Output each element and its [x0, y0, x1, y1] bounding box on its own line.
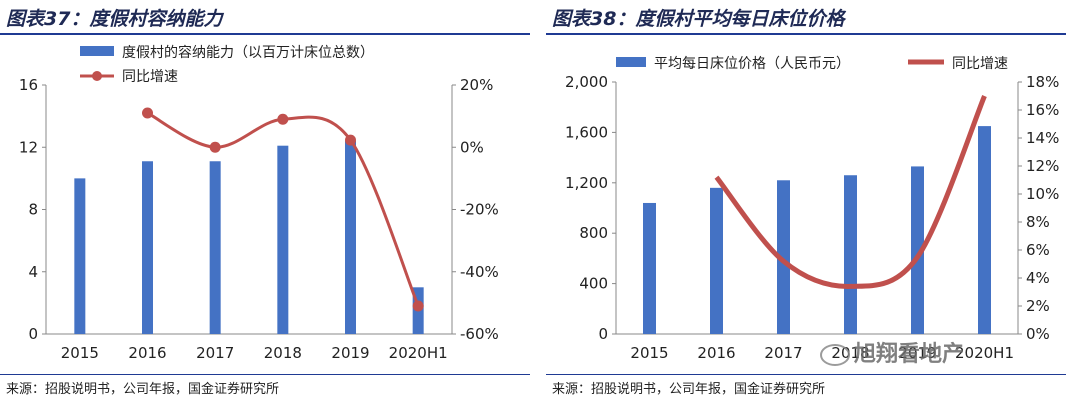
y-tick-label-right: 20%: [460, 76, 493, 94]
growth-point: [277, 113, 289, 125]
y-tick-label-right: 8%: [1026, 213, 1050, 231]
x-tick-label: 2020H1: [955, 344, 1014, 362]
source-divider: [0, 374, 530, 375]
bar: [74, 178, 86, 334]
chart-panel-left: 图表37：度假村容纳能力 0 4 8 12 16 -60% -40% -20% 0% 20% 201…: [0, 8, 530, 397]
y-tick-label-left: 8: [28, 201, 38, 219]
legend-swatch-bar: [616, 57, 646, 67]
bar: [978, 126, 991, 334]
growth-point: [142, 107, 153, 119]
bar: [142, 161, 153, 334]
x-tick-label: 2017: [764, 344, 802, 362]
y-tick-label-right: 18%: [1026, 73, 1059, 91]
bar: [209, 161, 221, 334]
bar: [844, 175, 857, 334]
x-tick-label: 2019: [898, 344, 936, 362]
x-tick-label: 2017: [196, 344, 234, 362]
chart-title: 图表38：度假村平均每日床位价格: [552, 8, 845, 30]
bar: [777, 180, 790, 334]
watermark: 旭翔看地产: [820, 336, 964, 368]
y-tick-label-left: 0: [28, 325, 38, 343]
y-tick-label-right: 6%: [1026, 241, 1050, 259]
x-tick-label: 2019: [331, 344, 369, 362]
y-tick-label-right: 0%: [1026, 325, 1050, 343]
y-tick-label-right: 2%: [1026, 297, 1050, 315]
x-tick-label: 2020H1: [389, 344, 448, 362]
x-tick-label: 2016: [697, 344, 735, 362]
chart-svg: 0 400 800 1,200 1,600 2,000 0% 2% 4% 6% 8% 10% 12% 14…: [565, 56, 1059, 362]
y-tick-label-right: -20%: [460, 201, 499, 219]
legend-label-bar: 度假村的容纳能力（以百万计床位总数）: [122, 44, 374, 61]
growth-point: [345, 134, 356, 146]
y-tick-label-right: 12%: [1026, 157, 1059, 175]
legend-label-line: 同比增速: [122, 69, 178, 85]
bar: [710, 187, 723, 334]
y-tick-label-right: 14%: [1026, 129, 1059, 147]
y-tick-label-left: 0: [598, 325, 608, 343]
x-tick-label: 2015: [61, 344, 99, 362]
growth-point: [209, 141, 221, 153]
legend-marker-line: [92, 71, 102, 81]
y-tick-label-right: 0%: [460, 138, 484, 156]
source-note: 来源：招股说明书，公司年报，国金证券研究所: [6, 382, 280, 397]
watermark-text: 旭翔看地产: [854, 342, 965, 367]
x-tick-label: 2018: [264, 344, 302, 362]
y-tick-label-left: 12: [19, 138, 38, 156]
y-tick-label-left: 2,000: [565, 73, 608, 91]
y-tick-label-right: 10%: [1026, 185, 1059, 203]
legend-label-line: 同比增速: [952, 56, 1008, 72]
bar: [345, 141, 356, 334]
y-tick-label-right: -60%: [460, 325, 499, 343]
y-tick-label-left: 400: [579, 275, 608, 293]
legend-swatch-bar: [80, 46, 114, 56]
growth-line: [146, 111, 420, 307]
source-note: 来源：招股说明书，公司年报，国金证券研究所: [552, 382, 826, 397]
y-tick-label-right: -40%: [460, 263, 499, 281]
bar: [643, 202, 656, 334]
y-tick-label-left: 4: [28, 263, 38, 281]
y-tick-label-left: 1,200: [565, 174, 608, 192]
growth-line: [714, 95, 987, 289]
title-divider: [546, 33, 1066, 35]
growth-point: [412, 300, 424, 312]
chart-title: 图表37：度假村容纳能力: [6, 8, 223, 30]
chart-panel-right: 图表38：度假村平均每日床位价格 0 400 800 1,200 1,600 2,000 0…: [546, 0, 1072, 402]
y-tick-label-right: 16%: [1026, 101, 1059, 119]
x-tick-label: 2016: [128, 344, 166, 362]
y-tick-label-right: 4%: [1026, 269, 1050, 287]
title-divider: [0, 33, 530, 35]
y-tick-label-left: 1,600: [565, 123, 608, 141]
bar: [277, 145, 289, 334]
wechat-icon: [820, 344, 850, 366]
legend-label-bar: 平均每日床位价格（人民币元）: [654, 56, 850, 72]
chart-svg: 0 4 8 12 16 -60% -40% -20% 0% 20% 2015 2016 2017 2018…: [19, 44, 499, 362]
bar: [911, 166, 924, 334]
source-divider: [546, 374, 1066, 375]
x-tick-label: 2015: [630, 344, 668, 362]
y-tick-label-left: 16: [19, 76, 38, 94]
y-tick-label-left: 800: [579, 224, 608, 242]
